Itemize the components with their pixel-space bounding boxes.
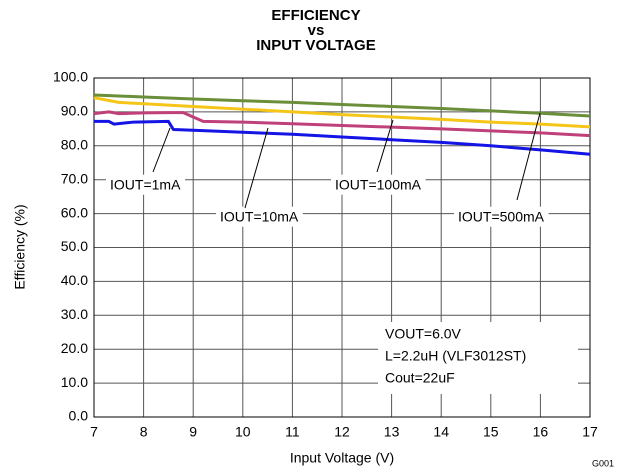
series-label: IOUT=500mA bbox=[458, 209, 545, 225]
y-tick-label: 70.0 bbox=[61, 170, 88, 186]
x-tick-label: 9 bbox=[189, 424, 197, 440]
y-tick-label: 50.0 bbox=[61, 238, 88, 254]
y-tick-label: 30.0 bbox=[61, 306, 88, 322]
y-tick-label: 80.0 bbox=[61, 137, 88, 153]
lines bbox=[93, 93, 591, 156]
arrow bbox=[376, 119, 394, 173]
condition-text: Cout=22uF bbox=[385, 370, 455, 386]
series-line bbox=[94, 119, 591, 156]
chart-title: INPUT VOLTAGE bbox=[256, 37, 375, 54]
series-label: IOUT=1mA bbox=[110, 177, 181, 193]
y-tick-label: 10.0 bbox=[61, 374, 88, 390]
chart-title: EFFICIENCY bbox=[271, 7, 360, 24]
y-tick-label: 100.0 bbox=[53, 69, 88, 85]
x-tick-label: 8 bbox=[140, 424, 148, 440]
series-line bbox=[93, 96, 591, 129]
x-tick-label: 17 bbox=[582, 424, 598, 440]
x-tick-label: 13 bbox=[384, 424, 400, 440]
x-tick-label: 11 bbox=[285, 424, 300, 440]
figure-id: G001 bbox=[592, 458, 614, 468]
condition-text: L=2.2uH (VLF3012ST) bbox=[385, 348, 526, 364]
chart-title: vs bbox=[308, 22, 325, 39]
x-tick-label: 7 bbox=[90, 424, 98, 440]
label-background bbox=[216, 206, 303, 227]
y-axis-label: Efficiency (%) bbox=[12, 204, 28, 289]
x-tick-label: 15 bbox=[483, 424, 499, 440]
label-background bbox=[106, 174, 186, 195]
arrow bbox=[516, 112, 541, 201]
y-tick-label: 90.0 bbox=[61, 103, 88, 119]
x-tick-label: 14 bbox=[433, 424, 449, 440]
series-line bbox=[93, 93, 591, 118]
condition-text: VOUT=6.0V bbox=[385, 326, 462, 342]
series-label: IOUT=10mA bbox=[220, 209, 299, 225]
y-tick-label: 60.0 bbox=[61, 204, 88, 220]
x-axis-label: Input Voltage (V) bbox=[290, 450, 394, 466]
x-tick-label: 16 bbox=[533, 424, 549, 440]
x-tick-label: 12 bbox=[334, 424, 350, 440]
arrow bbox=[152, 127, 171, 173]
plot-border bbox=[93, 77, 591, 418]
grid: 0.0 10.0 20.0 30.0 40.0 50.0 60.0 70.0 80.0 90.0 1… bbox=[53, 69, 598, 440]
y-tick-label: 0.0 bbox=[69, 408, 89, 424]
annotations: IOUT=1mA IOUT=10mA IOUT=100mA IOUT=500mA VOU… bbox=[106, 112, 578, 394]
series-label: IOUT=100mA bbox=[335, 177, 422, 193]
label-background bbox=[454, 206, 549, 227]
series-line bbox=[93, 110, 591, 138]
arrow bbox=[244, 127, 269, 209]
conditions-background bbox=[378, 322, 578, 394]
x-tick-label: 10 bbox=[235, 424, 251, 440]
y-tick-label: 20.0 bbox=[61, 340, 88, 356]
y-tick-label: 40.0 bbox=[61, 272, 88, 288]
label-background bbox=[331, 174, 426, 195]
